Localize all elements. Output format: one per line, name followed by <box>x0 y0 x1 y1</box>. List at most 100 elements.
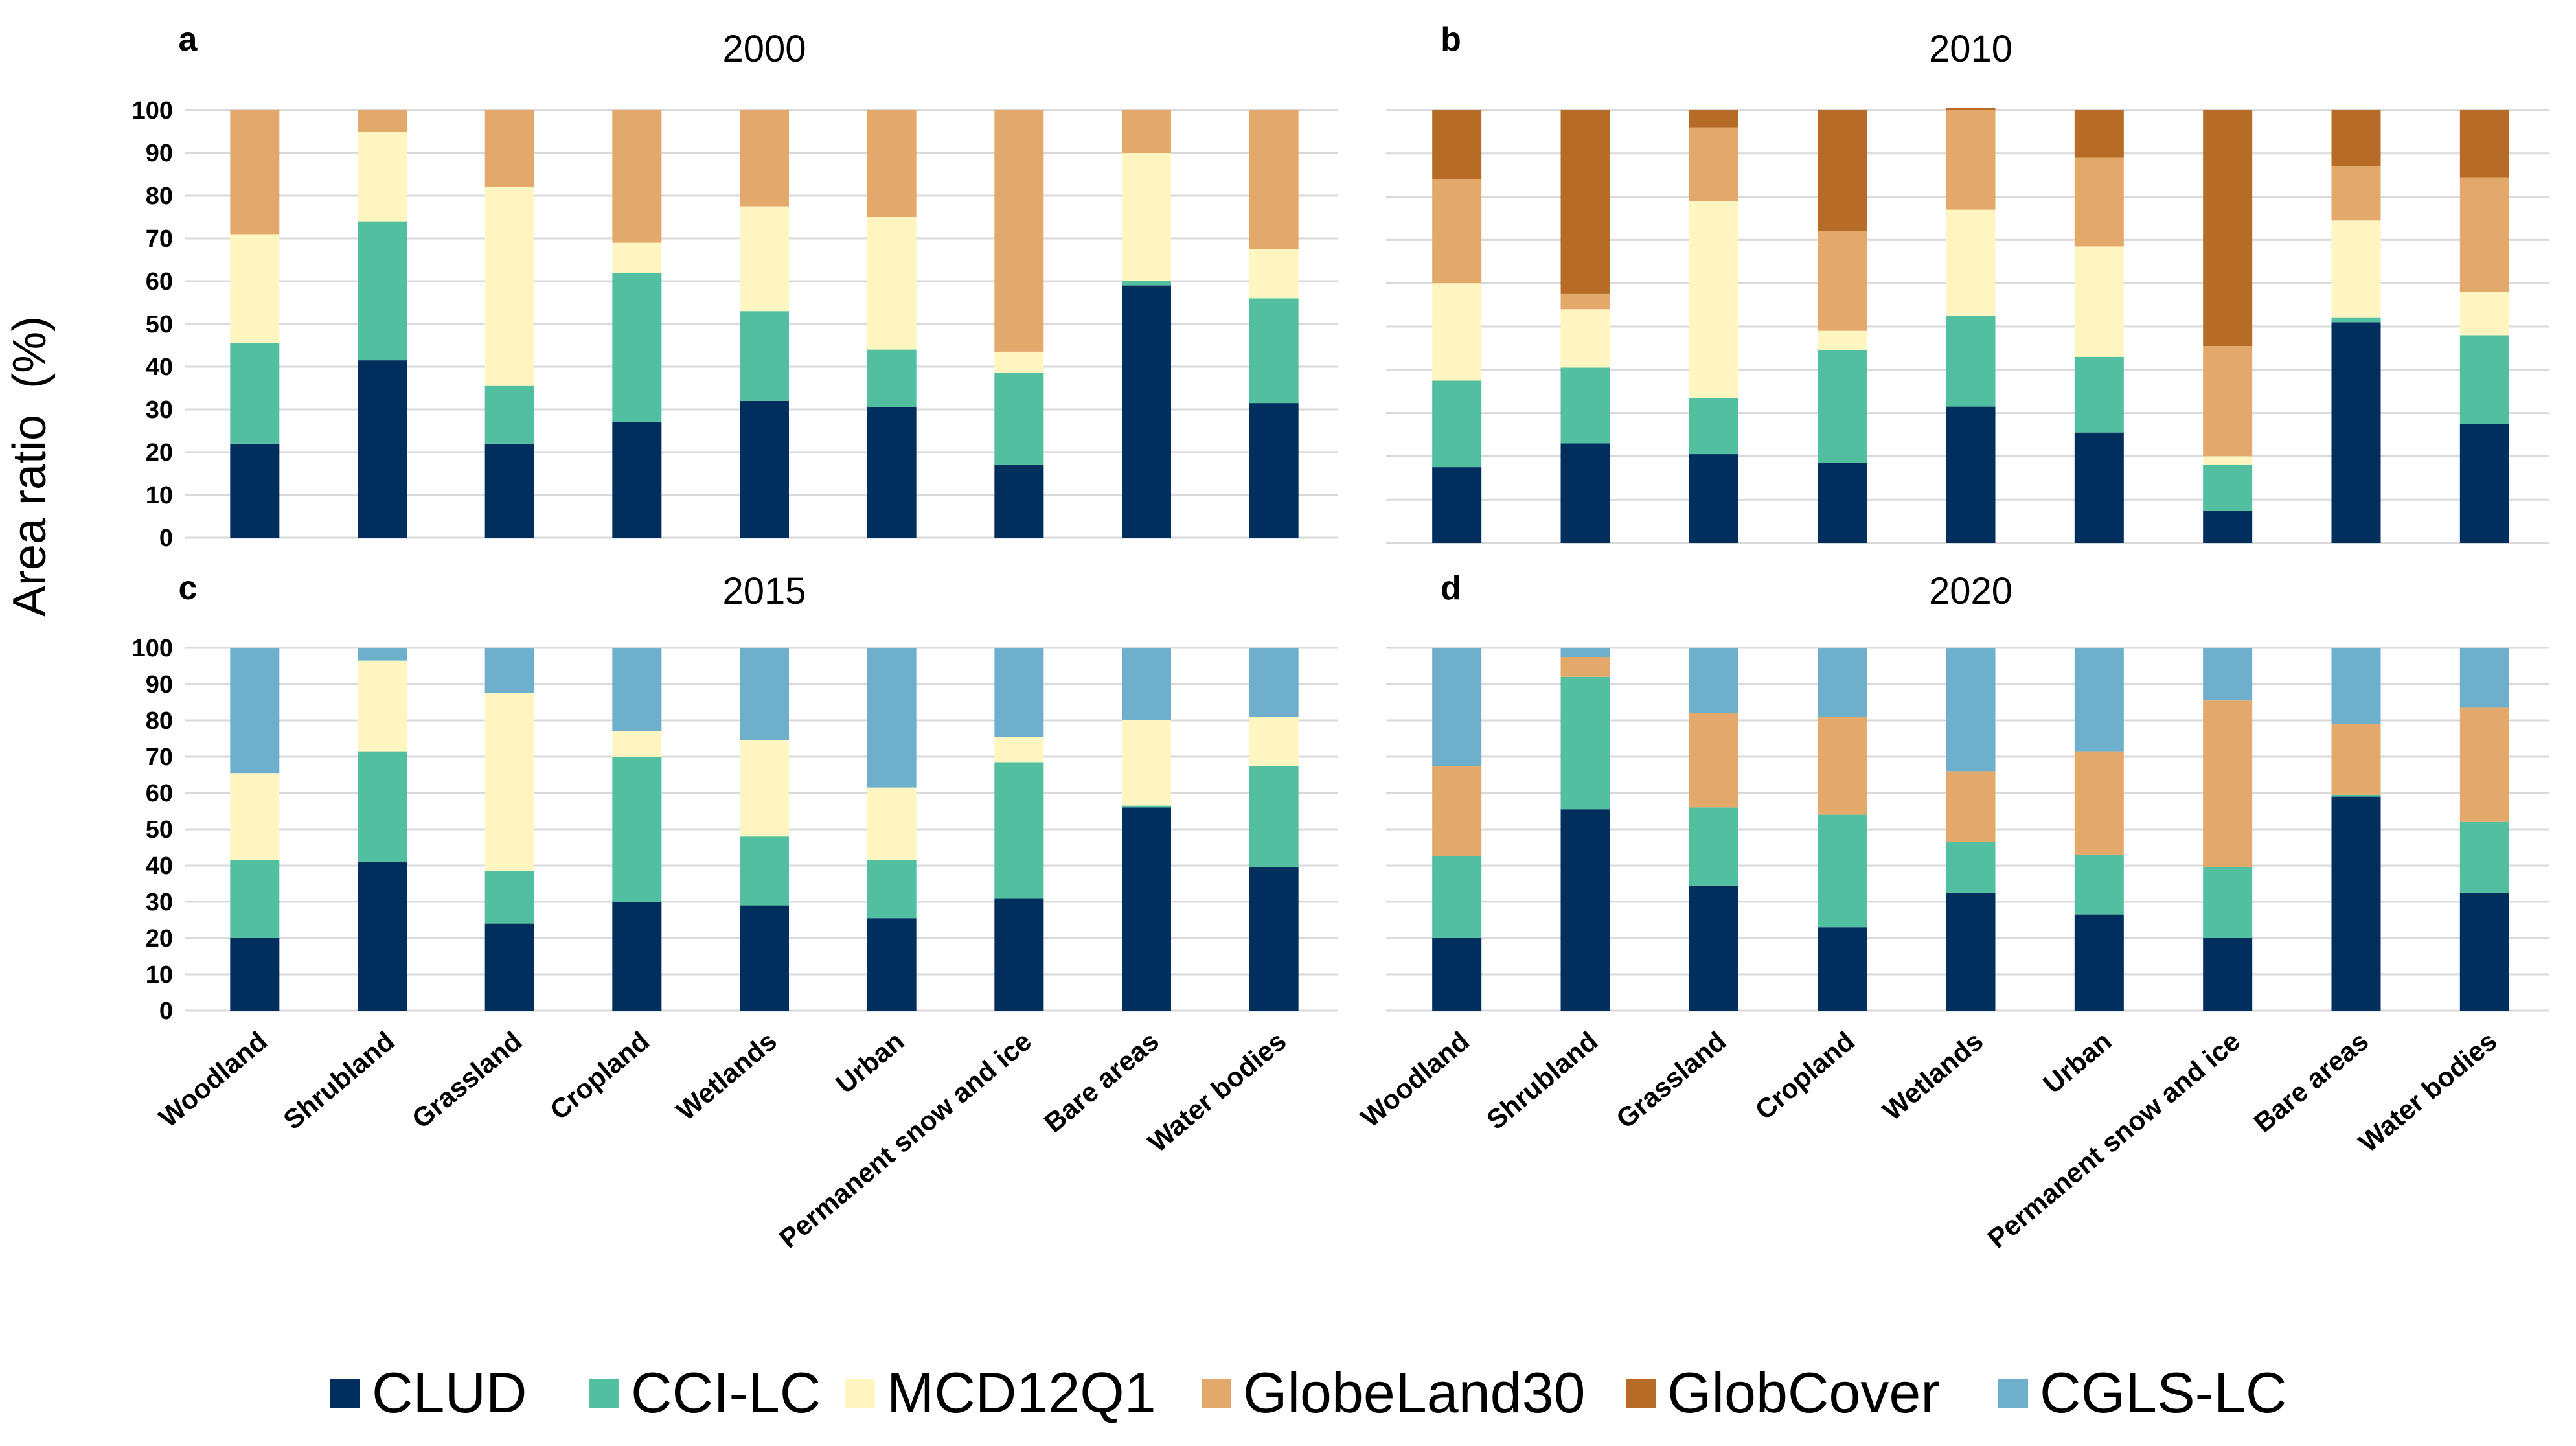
bar-segment <box>612 648 661 731</box>
bar-segment <box>358 661 407 752</box>
x-tick-label: Woodland <box>153 1026 273 1133</box>
bar-segment <box>1818 350 1867 463</box>
legend-label: CCI-LC <box>631 1360 821 1425</box>
bar-segment <box>867 407 917 538</box>
figure: Area ratio (%) 0102030405060708090100200… <box>0 0 2576 1446</box>
panel-title: 2010 <box>1929 28 2012 70</box>
x-tick-label: Woodland <box>1355 1026 1475 1133</box>
bar-segment <box>994 737 1043 762</box>
y-tick-label: 20 <box>146 925 173 952</box>
legend-label: GlobCover <box>1667 1360 1940 1425</box>
y-tick-label: 70 <box>146 225 173 253</box>
bar-segment <box>994 373 1043 465</box>
bar-segment <box>1249 766 1299 867</box>
bar-segment <box>1689 201 1738 398</box>
y-tick-label: 60 <box>146 780 173 807</box>
bar-segment <box>485 648 534 693</box>
panel-letter: c <box>179 569 198 607</box>
panel-title: 2020 <box>1929 570 2012 612</box>
bar-segment <box>230 773 279 860</box>
bar-segment <box>2332 318 2381 323</box>
legend-swatch <box>845 1379 875 1408</box>
bar-segment <box>2332 110 2381 166</box>
bar-segment <box>230 648 279 773</box>
bar-segment <box>1122 648 1171 720</box>
panel-letter: d <box>1441 569 1461 607</box>
bar-segment <box>867 788 917 860</box>
legend-swatch <box>1626 1379 1656 1408</box>
x-tick-label: Grassland <box>406 1026 528 1134</box>
panels: 0 10 20 30 40 50 60 70 80 90 100 2000 a 2010 b 0 10 20 30 4… <box>132 21 2549 1254</box>
bar-segment <box>485 386 534 444</box>
bar-segment <box>2460 424 2509 543</box>
x-tick-label: Urban <box>2037 1026 2117 1099</box>
bar-segment <box>230 444 279 538</box>
bar-segment <box>1432 283 1481 380</box>
bar-segment <box>1818 331 1867 350</box>
y-tick-label: 90 <box>146 671 173 698</box>
bar-segment <box>1561 648 1610 657</box>
bar-segment <box>994 465 1043 538</box>
panel-title: 2015 <box>722 570 806 612</box>
chart-panel-b: 2010 b <box>1386 21 2549 543</box>
bar-segment <box>2203 938 2252 1011</box>
y-tick-label: 0 <box>159 525 173 552</box>
bar-segment <box>2203 867 2252 938</box>
y-tick-label: 40 <box>146 853 173 880</box>
bar-segment <box>1689 713 1738 808</box>
bar-segment <box>230 110 279 234</box>
bar-segment <box>1122 286 1171 538</box>
legend-swatch <box>1998 1379 2028 1408</box>
x-tick-label: Bare areas <box>1038 1026 1165 1138</box>
bar-segment <box>2332 648 2381 724</box>
x-tick-label: Water bodies <box>2353 1026 2503 1158</box>
y-tick-label: 100 <box>132 97 173 124</box>
bar-segment <box>485 444 534 538</box>
bar-segment <box>1946 648 1996 771</box>
bar-segment <box>2075 752 2124 855</box>
chart-panel-a: 0 10 20 30 40 50 60 70 80 90 100 2000 a <box>132 21 1338 552</box>
bar-segment <box>358 222 407 360</box>
bar-segment <box>1561 809 1610 1011</box>
bar-segment <box>994 648 1043 737</box>
bar-segment <box>358 132 407 222</box>
bar-segment <box>994 352 1043 373</box>
bar-segment <box>1122 807 1171 1011</box>
bar-segment <box>1249 298 1299 403</box>
bar-segment <box>867 110 917 217</box>
bar-segment <box>2203 511 2252 543</box>
bar-segment <box>2332 220 2381 317</box>
bar-segment <box>2203 110 2252 346</box>
bar-segment <box>358 110 407 132</box>
x-tick-label: Shrubland <box>1481 1026 1603 1135</box>
bar-segment <box>2332 322 2381 543</box>
bar-segment <box>1946 110 1996 210</box>
bar-segment <box>1122 720 1171 806</box>
legend-label: MCD12Q1 <box>887 1360 1156 1425</box>
bar-segment <box>1561 677 1610 809</box>
bar-segment <box>994 110 1043 352</box>
legend-swatch <box>589 1379 619 1408</box>
bar-segment <box>2203 346 2252 456</box>
bar-segment <box>2075 157 2124 246</box>
bar-segment <box>1561 110 1610 294</box>
bar-segment <box>2203 648 2252 700</box>
bar-segment <box>2075 246 2124 356</box>
legend-label: CLUD <box>372 1360 527 1425</box>
legend-label: GlobeLand30 <box>1243 1360 1585 1425</box>
bar-segment <box>1432 648 1481 766</box>
bar-segment <box>485 871 534 923</box>
bar-segment <box>2460 893 2509 1011</box>
bar-segment <box>358 648 407 661</box>
bar-segment <box>2075 855 2124 914</box>
bar-segment <box>2203 700 2252 867</box>
y-tick-label: 90 <box>146 140 173 167</box>
x-tick-label: Permanent snow and ice <box>773 1026 1037 1254</box>
bar-segment <box>1122 153 1171 281</box>
bar-segment <box>1561 294 1610 309</box>
y-tick-label: 50 <box>146 816 173 844</box>
bar-segment <box>1249 867 1299 1011</box>
y-tick-label: 40 <box>146 354 173 381</box>
bar-segment <box>1249 717 1299 766</box>
bar-segment <box>740 401 789 538</box>
